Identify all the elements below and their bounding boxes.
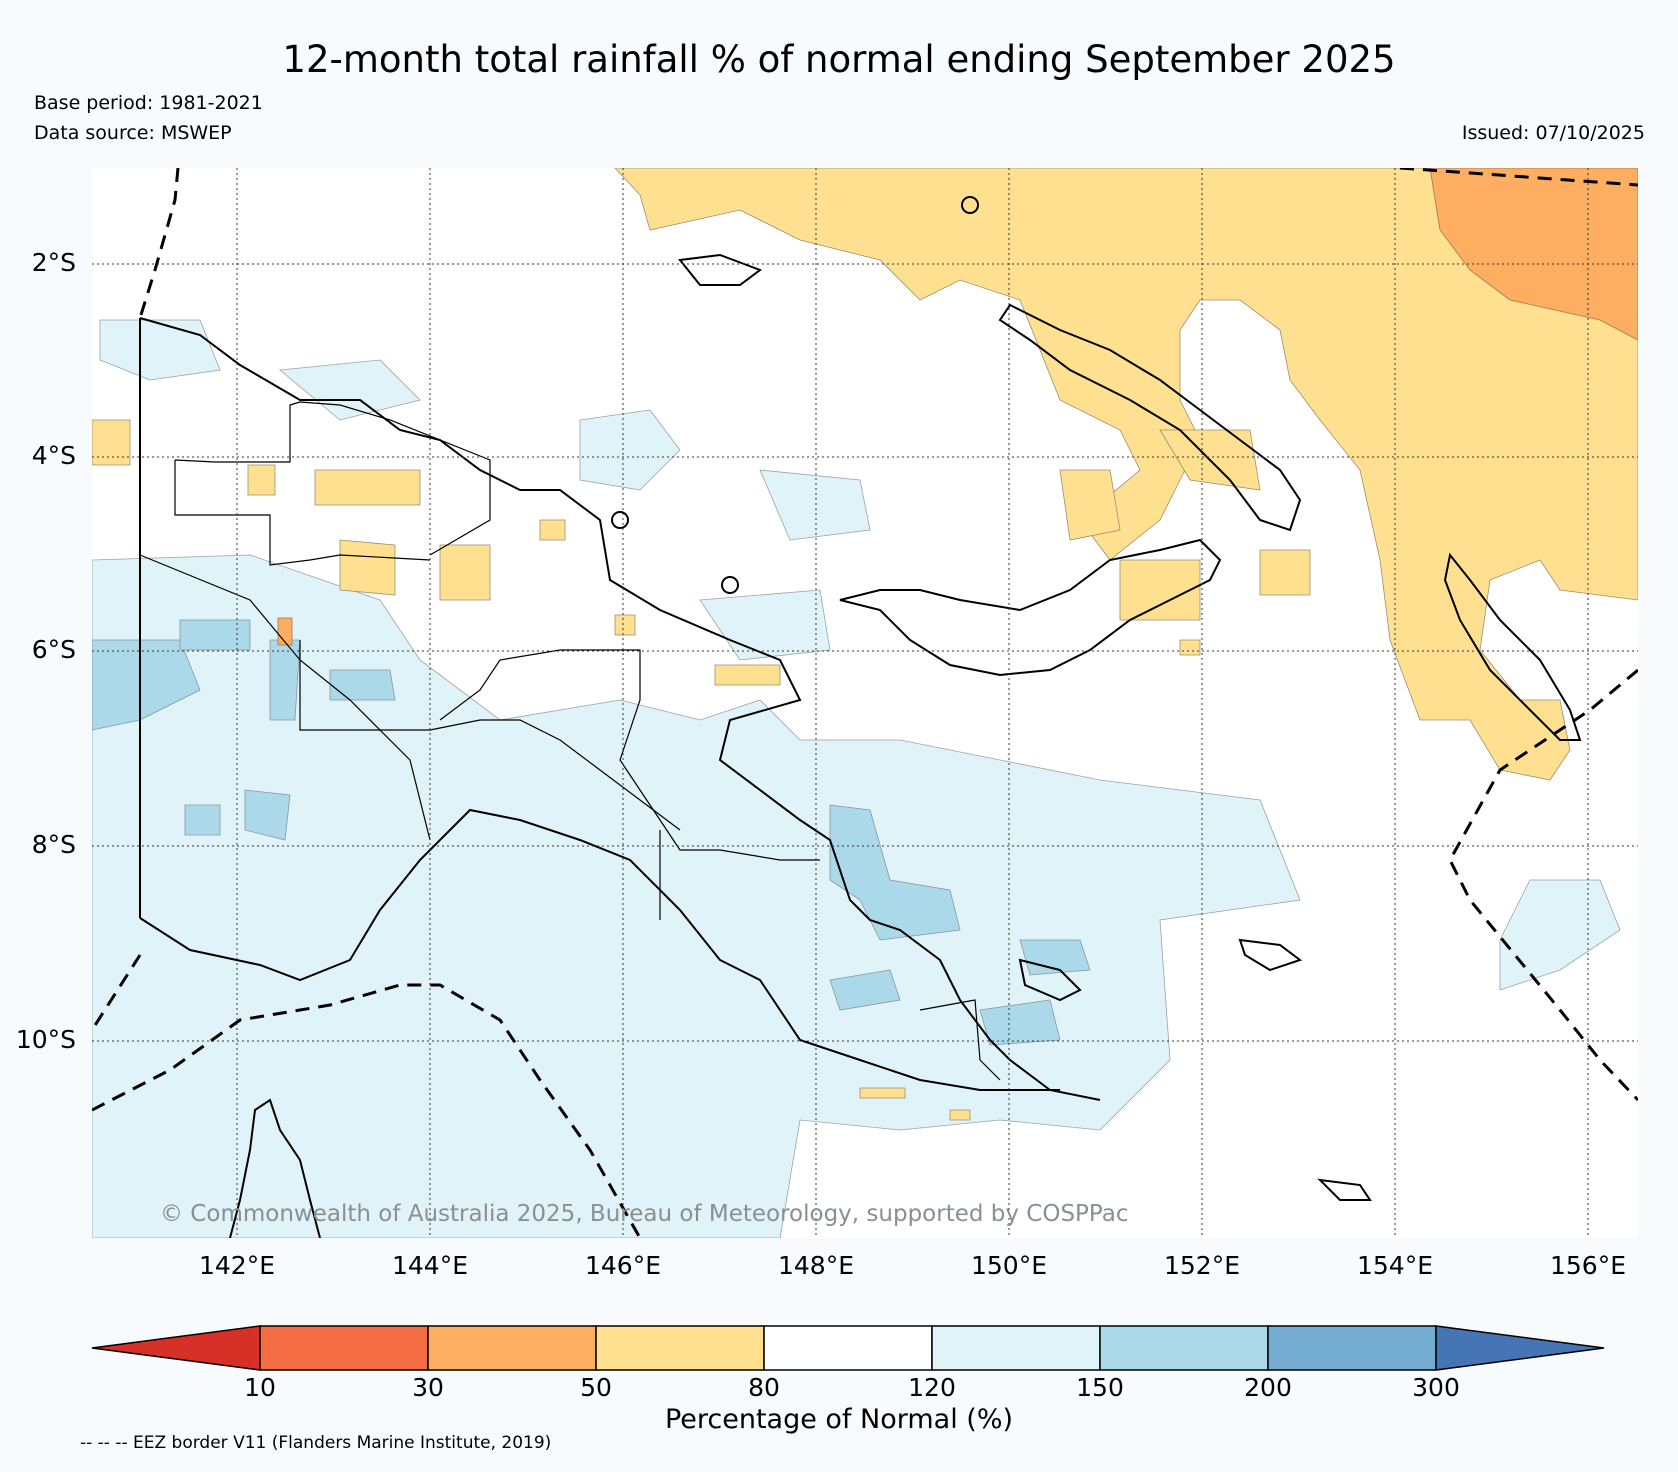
colorbar <box>91 1325 1605 1371</box>
colorbar-segment-10-30 <box>259 1325 429 1371</box>
colorbar-title: Percentage of Normal (%) <box>664 1404 1014 1435</box>
lon-label-156e: 156°E <box>1549 1251 1626 1280</box>
eez-borders <box>92 168 1638 1238</box>
colorbar-tick-50: 50 <box>580 1373 612 1402</box>
colorbar-tick-120: 120 <box>908 1373 956 1402</box>
colorbar-tick-10: 10 <box>244 1373 276 1402</box>
colorbar-segment-50-80 <box>595 1325 765 1371</box>
lon-label-146e: 146°E <box>584 1251 661 1280</box>
colorbar-segment-200-300 <box>1267 1325 1437 1371</box>
dry-50-80-areas <box>92 168 1638 1121</box>
lat-label-6s: 6°S <box>31 635 76 664</box>
wet-150-200-areas <box>92 619 1091 1046</box>
lat-label-4s: 4°S <box>31 441 76 470</box>
lon-label-154e: 154°E <box>1356 1251 1433 1280</box>
colorbar-tick-200: 200 <box>1244 1373 1292 1402</box>
data-source: Data source: MSWEP <box>34 122 232 144</box>
colorbar-segment-30-50 <box>427 1325 597 1371</box>
lon-label-142e: 142°E <box>198 1251 275 1280</box>
colorbar-tick-300: 300 <box>1412 1373 1460 1402</box>
colorbar-under-arrow <box>91 1325 261 1371</box>
coastlines <box>139 196 1582 1238</box>
colorbar-segment-120-150 <box>931 1325 1101 1371</box>
copyright-text: © Commonwealth of Australia 2025, Bureau… <box>160 1201 1129 1227</box>
province-boundaries <box>139 401 1001 1081</box>
colorbar-tick-150: 150 <box>1076 1373 1124 1402</box>
graticule <box>92 168 1638 1238</box>
lat-label-8s: 8°S <box>31 830 76 859</box>
eez-footnote: -- -- -- EEZ border V11 (Flanders Marine… <box>80 1433 552 1453</box>
lon-label-148e: 148°E <box>777 1251 854 1280</box>
lat-label-10s: 10°S <box>15 1025 76 1054</box>
colorbar-tick-80: 80 <box>748 1373 780 1402</box>
colorbar-segment-80-120 <box>763 1325 933 1371</box>
wet-120-150-areas <box>92 319 1621 1238</box>
base-period: Base period: 1981-2021 <box>34 92 263 114</box>
map-area <box>92 168 1638 1238</box>
colorbar-tick-30: 30 <box>412 1373 444 1402</box>
lon-label-152e: 152°E <box>1163 1251 1240 1280</box>
colorbar-over-arrow <box>1435 1325 1605 1371</box>
map-title: 12-month total rainfall % of normal endi… <box>282 38 1396 81</box>
lon-label-144e: 144°E <box>391 1251 468 1280</box>
issued-date: Issued: 07/10/2025 <box>1461 122 1645 144</box>
lat-label-2s: 2°S <box>31 248 76 277</box>
lon-label-150e: 150°E <box>970 1251 1047 1280</box>
colorbar-segment-150-200 <box>1099 1325 1269 1371</box>
